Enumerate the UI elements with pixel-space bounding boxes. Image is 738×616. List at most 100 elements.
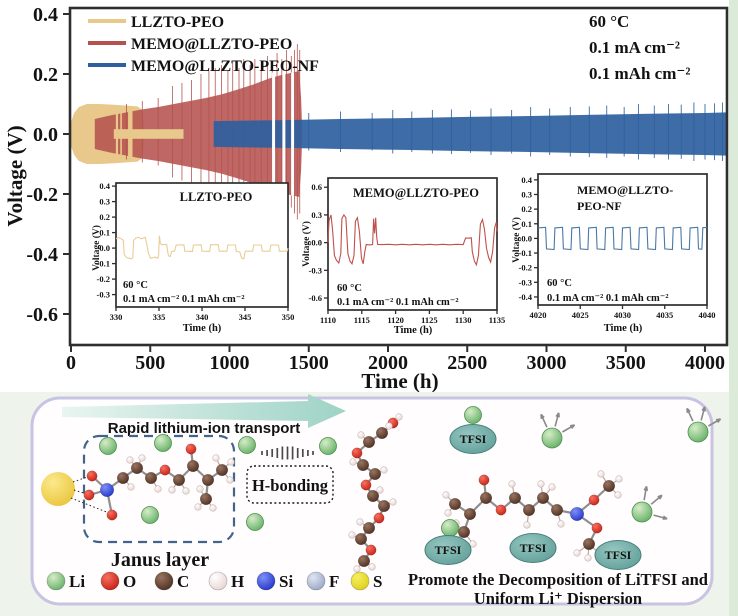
h-bonding-label: H-bonding (252, 476, 329, 495)
O-atom-icon (106, 509, 118, 521)
atom-legend-label: O (123, 572, 136, 591)
legend-label-memo-llzto-peo: MEMO@LLZTO-PEO (131, 36, 292, 53)
x-tick-label: 3000 (527, 352, 567, 374)
li-ion-icon (541, 427, 563, 449)
inset-LLZTO-PEO: 330 335 340 345 350 0.4 0.3 0.2 0.1 0.0 -0.1 -0.2 -0… (97, 181, 295, 322)
atom-legend-label: S (373, 572, 382, 591)
H-atom-icon (597, 470, 605, 478)
C-atom-icon (116, 471, 130, 485)
O-atom-icon (360, 479, 372, 491)
atom-legend-item-H: H (208, 571, 244, 591)
H-atom-icon (444, 509, 452, 517)
x-tick-label: 500 (135, 352, 165, 374)
tfsi-label: TFSI (460, 432, 487, 446)
atom-legend-item-Li: Li (46, 571, 85, 591)
tfsi-ellipse-icon (449, 424, 497, 454)
H-atom-icon (508, 480, 516, 488)
C-atom-icon (508, 491, 522, 505)
li-ion-with-arrows (686, 406, 722, 443)
inset3-title-line2: PEO-NF (577, 199, 622, 213)
H-atom-icon (226, 476, 234, 484)
inset3-xlabel: Time (h) (604, 323, 643, 334)
C-atom-icon (550, 503, 564, 517)
short-circuit-bar (120, 113, 122, 155)
voltage-time-chart: 0 500 1000 1500 2000 2500 3000 3500 4000 0.4 0.2 0.… (3, 4, 729, 392)
C-atom-icon (172, 473, 186, 487)
arrowhead (643, 485, 648, 491)
H-atom-icon (368, 563, 376, 571)
inset-y-tick-label: -0.4 (519, 292, 533, 302)
memo-molecule (442, 470, 623, 562)
C-atom-icon (536, 491, 550, 505)
C-atom-icon (199, 492, 213, 506)
h-bonding-box (246, 465, 334, 504)
O-atom-icon (478, 474, 490, 486)
page-edge-strip (729, 0, 738, 616)
inset-x-tick-label: 1125 (421, 315, 438, 325)
inset1-temperature: 60 °C (123, 280, 148, 291)
atom-legend-label: Li (69, 572, 85, 591)
tfsi-ellipse-icon (509, 533, 557, 563)
C-atom-icon (201, 473, 215, 487)
li-ion-icon (246, 513, 264, 531)
plot-frame (68, 6, 729, 347)
inset-y-tick-label: 0.3 (311, 210, 322, 220)
inset1-title: LLZTO-PEO (180, 190, 253, 204)
inset3-conditions: 0.1 mA cm⁻² 0.1 mAh cm⁻² (547, 293, 669, 304)
y-tick-label: -0.2 (26, 184, 58, 206)
C-legend-icon (154, 571, 174, 591)
annotation-capacity: 0.1 mAh cm⁻² (589, 64, 690, 83)
li-ion-icon (141, 506, 159, 524)
C-atom-icon (130, 461, 144, 475)
H-atom-icon (212, 454, 220, 462)
short-circuit-bar (128, 110, 133, 158)
inset3-ylabel: Voltage (V) (511, 217, 522, 263)
chart-legend: LLZTO-PEO MEMO@LLZTO-PEO MEMO@LLZTO-PEO-… (88, 14, 319, 75)
x-tick-label: 1500 (289, 352, 329, 374)
inset-trace (537, 226, 708, 251)
inset-y-tick-label: 0.4 (521, 175, 532, 185)
H-atom-icon (523, 521, 531, 529)
tfsi-anion: TFSI (424, 535, 472, 565)
C-atom-icon (368, 467, 382, 481)
inset-y-tick-label: 0.0 (99, 243, 110, 253)
janus-layer-label: Janus layer (111, 549, 209, 571)
O-atom-icon (591, 522, 603, 534)
lithium-transport-arrow-icon (62, 394, 346, 428)
O-atom-icon (86, 470, 98, 482)
li-ion-icon (464, 406, 482, 424)
inset-x-tick-label: 1130 (455, 315, 472, 325)
inset-y-tick-label: 0.4 (99, 181, 110, 191)
O-legend-icon (100, 571, 120, 591)
O-atom-icon (495, 504, 507, 516)
inset1-conditions: 0.1 mA cm⁻² 0.1 mAh cm⁻² (123, 294, 245, 305)
janus-molecule (83, 443, 235, 521)
H-atom-icon (537, 480, 545, 488)
x-tick-label: 4000 (685, 352, 725, 374)
inset-y-tick-label: 0.0 (521, 233, 532, 243)
inset-x-tick-label: 4030 (614, 310, 631, 320)
transport-label: Rapid lithium-ion transport (108, 420, 301, 437)
inset-x-tick-label: 4020 (530, 310, 547, 320)
inset-x-tick-label: 1110 (320, 315, 336, 325)
arrowhead (555, 412, 560, 418)
inset-y-tick-label: -0.1 (97, 259, 110, 269)
generated-diagram-layer: TFSI TFSI TFSI TFSI Li O C H Si F S (46, 406, 722, 591)
C-atom-icon (602, 479, 616, 493)
H-atom-icon (469, 540, 477, 548)
C-atom-icon (362, 435, 376, 449)
O-atom-icon (588, 494, 600, 506)
H-atom-icon (154, 485, 162, 493)
H-atom-icon (548, 483, 556, 491)
li-ion-with-arrows (540, 412, 576, 449)
O-atom-icon (373, 512, 385, 524)
y-tick-label: 0.0 (33, 124, 58, 146)
generated-chart-layer: 0 500 1000 1500 2000 2500 3000 3500 4000 0.4 0.2 0.… (26, 4, 729, 374)
y-tick-label: 0.4 (33, 4, 58, 26)
short-circuit-band (113, 129, 184, 139)
H-atom-icon (209, 504, 217, 512)
H-atom-icon (356, 518, 364, 526)
inset-y-tick-label: -0.3 (519, 277, 532, 287)
H-atom-icon (349, 458, 357, 466)
inset-y-tick-label: -0.2 (97, 274, 110, 284)
